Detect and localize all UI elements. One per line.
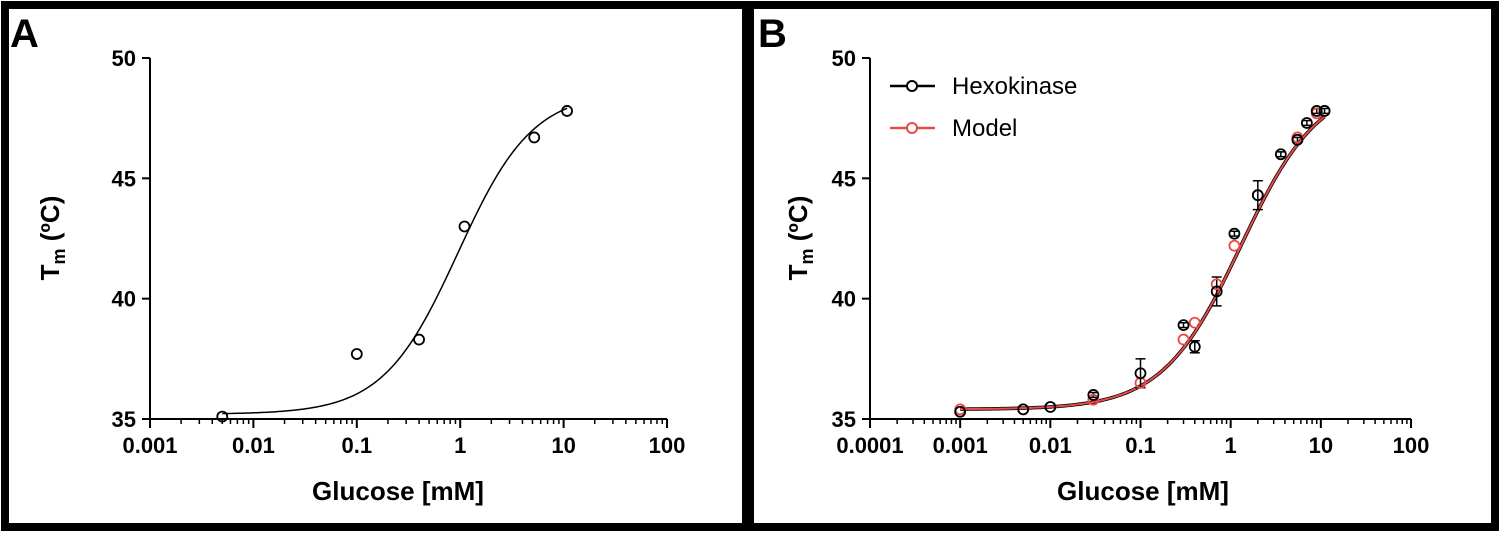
panel-b-letter: B (758, 12, 787, 56)
panel-a-y-axis-title: Tm (ºC) (35, 196, 69, 281)
panel-a-x-tick-label: 0.01 (232, 433, 275, 458)
panel-b-point-hexokinase (1310, 105, 1323, 117)
legend-hexokinase-label: Hexokinase (952, 73, 1077, 100)
panel-b-x-tick-label: 10 (1309, 433, 1333, 458)
legend-model-label: Model (952, 115, 1017, 142)
panel-b-y-axis-title: Tm (ºC) (783, 196, 817, 281)
panel-a-y-tick-label: 50 (112, 46, 136, 71)
panel-b-x-tick-label: 0.01 (1029, 433, 1072, 458)
panel-b-point-hexokinase (1251, 189, 1264, 202)
panel-b-point-hexokinase (1300, 117, 1313, 129)
legend-model-marker (906, 122, 918, 134)
panel-b-point-hexokinase (1044, 401, 1057, 413)
panel-a-x-axis-title: Glucose [mM] (312, 476, 484, 506)
panel-b-x-tick-label: 0.001 (933, 433, 988, 458)
panel-a-x-tick-label: 100 (649, 433, 686, 458)
panel-b-point-hexokinase (1291, 133, 1304, 146)
panel-b-point-hexokinase (1177, 319, 1190, 332)
panel-b-point-hexokinase (1318, 105, 1331, 117)
panel-b-point-model (1087, 393, 1100, 406)
panel-b-y-tick-label: 45 (832, 166, 856, 191)
panel-b-y-tick-label: 35 (832, 407, 856, 432)
panel-a-point-data (350, 348, 363, 360)
panel-b-x-tick-label: 0.0001 (836, 433, 903, 458)
panel-b-points (954, 105, 1331, 418)
panel-b-legend: Hexokinase Model (890, 73, 1077, 142)
panel-a-y-tick-label: 35 (112, 407, 136, 432)
panel-b-fit-curve-model (960, 115, 1326, 411)
panel-a-x-tick-label: 0.1 (342, 433, 373, 458)
panel-b-point-hexokinase (1134, 367, 1147, 380)
panel-b-y-ticks: 35 40 45 50 (832, 46, 870, 432)
panel-a-point-data (528, 131, 541, 144)
panel-a-y-tick-label: 40 (112, 287, 136, 312)
panel-b-x-tick-label: 0.1 (1125, 433, 1156, 458)
legend-entry-hexokinase: Hexokinase (890, 73, 1077, 100)
panel-b-y-title-main: T (783, 264, 813, 280)
panel-a-curves (222, 107, 568, 415)
panel-b-chart: 35 40 45 50 0.0001 0.001 0.01 0.1 1 10 100 Glucos… (783, 46, 1429, 506)
panel-a-y-title-main: T (35, 264, 65, 280)
legend-hexokinase-marker (906, 80, 918, 92)
panel-a-point-data (561, 105, 573, 117)
panel-b-point-hexokinase (1017, 403, 1030, 416)
panel-b-point-hexokinase (1274, 148, 1287, 161)
panel-b-y-title-rest: (ºC) (783, 196, 813, 249)
panel-a-y-ticks: 35 40 45 50 (112, 46, 150, 432)
panel-a-point-data (458, 220, 471, 233)
panel-b-point-hexokinase (1087, 389, 1100, 401)
panel-b-x-tick-label: 1 (1225, 433, 1237, 458)
panel-b-point-model (1210, 278, 1223, 291)
panel-a-point-data (413, 333, 425, 346)
panel-b-point-hexokinase (1188, 340, 1201, 353)
panel-b-y-tick-label: 40 (832, 287, 856, 312)
panel-a-fit-curve-data (222, 107, 568, 415)
panel-a-letter: A (10, 12, 39, 56)
panel-b-curves (960, 115, 1326, 411)
panel-a-x-tick-label: 0.001 (122, 433, 177, 458)
panel-a-points (216, 105, 573, 423)
panel-b-y-tick-label: 50 (832, 46, 856, 71)
panel-b-y-title-sub: m (797, 248, 817, 264)
panel-b-point-hexokinase (1228, 227, 1241, 240)
panel-b-frame (746, 1, 1499, 531)
panel-a-y-title-rest: (ºC) (35, 196, 65, 249)
panel-b-x-axis-title: Glucose [mM] (1057, 476, 1229, 506)
panel-b-point-model (1177, 333, 1190, 346)
panel-b-point-hexokinase (954, 405, 967, 418)
panel-b-point-hexokinase (1210, 285, 1223, 298)
panel-a-x-tick-label: 1 (454, 433, 466, 458)
panel-a-x-ticks: 0.001 0.01 0.1 1 10 100 (122, 419, 685, 458)
panel-b-x-tick-label: 100 (1393, 433, 1430, 458)
panel-a-y-title-sub: m (49, 248, 69, 264)
panel-a-chart: 35 40 45 50 0.001 0.01 0.1 1 10 100 Glucose [mM]… (35, 46, 685, 506)
panel-b-x-ticks: 0.0001 0.001 0.01 0.1 1 10 100 (836, 419, 1429, 458)
legend-entry-model: Model (890, 115, 1017, 142)
panel-b-point-model (1228, 239, 1241, 252)
panel-b-point-model (1188, 316, 1201, 329)
panel-a-y-tick-label: 45 (112, 166, 136, 191)
panel-a-x-tick-label: 10 (551, 433, 575, 458)
